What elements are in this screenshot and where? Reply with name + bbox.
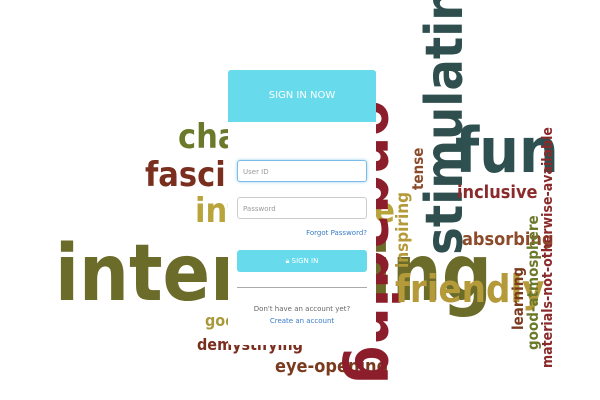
forgot-password-link[interactable]: Forgot Password? (306, 229, 367, 237)
word: good-atmosphere (524, 215, 542, 350)
divider (237, 287, 367, 288)
lock-icon: 🔒︎ (285, 257, 292, 265)
word: fun (455, 114, 559, 187)
sign-in-button[interactable]: 🔒︎ SIGN IN (237, 250, 367, 272)
password-input[interactable]: Password (237, 197, 367, 219)
word: eye-opening (275, 356, 388, 377)
button-label: SIGN IN (291, 257, 319, 265)
word: tense (409, 148, 427, 190)
word: learning (509, 267, 527, 330)
word: inclusive (457, 182, 537, 203)
no-account-text: Don't have an account yet? (253, 305, 351, 313)
user-id-input[interactable]: User ID (237, 160, 367, 182)
word: inspiring (393, 192, 413, 268)
sign-in-card: SIGN IN NOW User ID Password Forgot Pass… (228, 70, 376, 345)
word: stimulating (415, 0, 475, 255)
word: absorbing (462, 229, 554, 250)
word: materials-not-otherwise-available (540, 127, 556, 368)
word: friendly (395, 267, 544, 311)
card-title: SIGN IN NOW (228, 70, 376, 122)
create-account-link[interactable]: Create an account (269, 317, 335, 325)
